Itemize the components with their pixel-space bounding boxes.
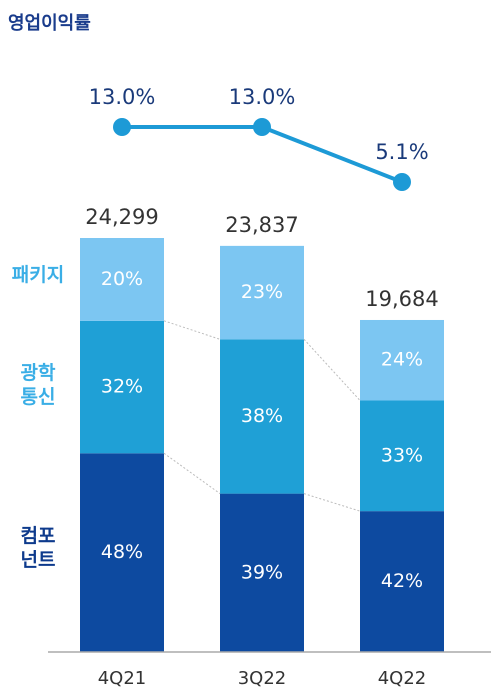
segment-label: 39% xyxy=(241,561,283,583)
chart-title: 영업이익률 xyxy=(8,13,91,34)
segment-label: 48% xyxy=(101,541,143,563)
connector xyxy=(303,493,361,512)
margin-point xyxy=(393,173,411,191)
x-tick-label: 4Q22 xyxy=(378,668,427,689)
bar-segment xyxy=(220,493,304,652)
x-tick-label: 3Q22 xyxy=(238,668,287,689)
margin-label: 13.0% xyxy=(229,85,296,109)
bar-segment xyxy=(80,320,164,454)
legend-label: 패키지 xyxy=(11,264,65,286)
bar-segment xyxy=(80,238,164,321)
connector xyxy=(303,338,361,401)
margin-label: 5.1% xyxy=(375,140,428,164)
segment-label: 24% xyxy=(381,349,423,371)
segment-label: 33% xyxy=(381,444,423,466)
margin-point xyxy=(113,118,131,136)
bar-segment xyxy=(220,339,304,494)
connector xyxy=(163,452,221,495)
segment-label: 42% xyxy=(381,570,423,592)
segment-label: 20% xyxy=(101,268,143,290)
total-label: 19,684 xyxy=(365,287,438,311)
bar-segment xyxy=(360,511,444,652)
bar-segment xyxy=(220,245,304,340)
legend-label: 컴포 넌트 xyxy=(20,525,56,571)
x-tick-label: 4Q21 xyxy=(98,668,147,689)
margin-point xyxy=(253,118,271,136)
total-label: 24,299 xyxy=(85,205,158,229)
bar-segment xyxy=(360,400,444,512)
legend-label: 광학 통신 xyxy=(20,362,56,408)
total-label: 23,837 xyxy=(225,213,298,237)
bar-segment xyxy=(360,319,444,401)
segment-label: 32% xyxy=(101,376,143,398)
segment-label: 23% xyxy=(241,281,283,303)
bar-segment xyxy=(80,453,164,652)
connector xyxy=(163,320,221,340)
margin-label: 13.0% xyxy=(89,85,156,109)
segment-label: 38% xyxy=(241,405,283,427)
